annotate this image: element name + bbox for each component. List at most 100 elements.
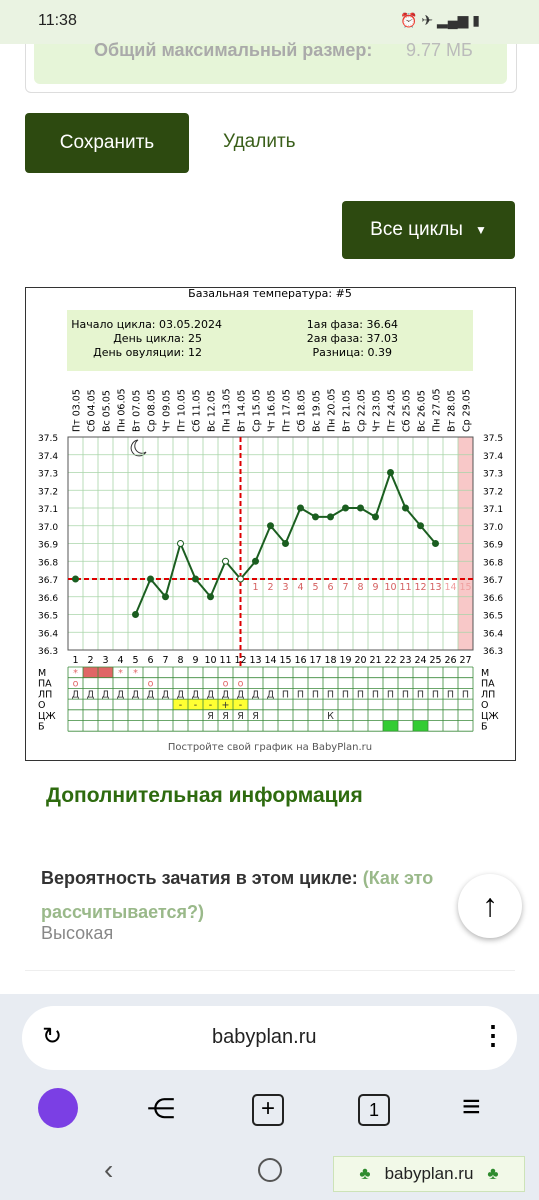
day-number: 12	[234, 655, 246, 666]
post-ovulation-day: 1	[252, 582, 258, 593]
new-tab[interactable]: +	[252, 1094, 284, 1126]
row-cell: -	[194, 700, 197, 711]
y-tick-label-right: 37.0	[483, 523, 503, 533]
y-tick-label-right: 36.5	[483, 612, 503, 622]
upload-label: Общий максимальный размер:	[94, 40, 373, 60]
row-label: О	[38, 700, 45, 711]
day-number: 15	[279, 655, 291, 666]
how-link[interactable]: (Как это рассчитывается?)	[41, 868, 434, 922]
post-ovulation-day: 7	[342, 582, 348, 593]
row-label: М	[38, 668, 46, 679]
post-ovulation-day: 14	[444, 582, 456, 593]
chart-title: Базальная температура: #5	[188, 287, 352, 300]
tabs[interactable]: 1	[358, 1094, 390, 1126]
y-tick-label-right: 36.9	[483, 541, 503, 551]
date-label: Пт 03.05	[72, 389, 83, 432]
y-tick-label-right: 36.3	[483, 647, 503, 657]
date-label: Пн 20.05	[327, 388, 338, 432]
temperature-point	[402, 504, 409, 512]
temperature-point	[432, 540, 439, 547]
post-ovulation-day: 11	[399, 582, 411, 593]
row-cell: Д	[147, 689, 154, 700]
nav-home[interactable]	[258, 1158, 282, 1182]
date-label: Вт 14.05	[237, 390, 248, 432]
row-cell: П	[342, 689, 349, 700]
day-number: 14	[264, 655, 276, 666]
row-fill	[218, 699, 233, 710]
day-number: 25	[429, 655, 441, 666]
date-label: Вс 05.05	[102, 390, 113, 432]
date-label: Ср 15.05	[252, 389, 263, 432]
temperature-point	[282, 540, 289, 547]
row-cell: Д	[267, 689, 274, 700]
hamburger[interactable]: ≡	[462, 1088, 481, 1124]
y-tick-label: 37.4	[38, 452, 58, 462]
row-cell: Д	[222, 689, 229, 700]
upload-inner	[34, 44, 507, 84]
url: babyplan.ru	[212, 1026, 317, 1048]
reload[interactable]: ↻	[42, 1023, 63, 1050]
row-label-right: ЛП	[481, 689, 495, 700]
delete-button[interactable]: Удалить	[223, 131, 296, 152]
post-ovulation-day: 9	[372, 582, 378, 593]
temperature-point	[162, 593, 169, 601]
row-cell: К	[327, 711, 334, 722]
date-label: Вт 21.05	[342, 390, 353, 432]
day-number: 19	[339, 655, 351, 666]
share[interactable]: ⋲	[147, 1093, 175, 1124]
day-number: 27	[459, 655, 471, 666]
day-number: 17	[309, 655, 321, 666]
menu[interactable]: ⋮	[480, 1020, 506, 1050]
date-label: Пн 13.05	[222, 388, 233, 432]
nav-back[interactable]: ‹	[104, 1154, 114, 1185]
temperature-point	[147, 575, 154, 583]
clover: ♣	[487, 1164, 499, 1183]
date-label: Ср 22.05	[357, 389, 368, 432]
row-cell: Д	[177, 689, 184, 700]
row-label-right: О	[481, 700, 488, 711]
all-cycles-label: Все циклы	[370, 219, 463, 240]
row-cell: Я	[252, 711, 259, 722]
answer: Высокая	[41, 923, 114, 943]
info-cycle-day: День цикла: 25	[113, 332, 202, 345]
plot-border	[67, 436, 474, 651]
temperature-point	[222, 557, 229, 565]
day-number: 8	[177, 655, 183, 666]
caret: ▼	[474, 223, 487, 237]
y-tick-label-right: 37.5	[483, 434, 503, 444]
temperature-point	[252, 557, 259, 565]
question: Вероятность зачатия в этом цикле:	[41, 868, 358, 888]
url-field[interactable]: ↻ babyplan.ru ⋮	[22, 1006, 517, 1070]
save-button[interactable]: Сохранить	[25, 113, 189, 173]
day-number: 5	[132, 655, 138, 666]
row-cell: *	[118, 668, 123, 679]
row-cell: П	[447, 689, 454, 700]
temperature-point	[327, 513, 334, 521]
day-number: 3	[102, 655, 108, 666]
browser-bar: ↻ babyplan.ru ⋮ ⋲ + 1 ≡ ‹ ♣ babyplan.ru ♣	[0, 994, 539, 1200]
row-cell: Д	[207, 689, 214, 700]
row-cell: -	[239, 700, 242, 711]
date-label: Пт 24.05	[387, 389, 398, 432]
row-cell: -	[179, 700, 182, 711]
alice[interactable]	[38, 1088, 78, 1128]
date-label: Чт 16.05	[267, 390, 278, 432]
day-number: 10	[204, 655, 216, 666]
time: 11:38	[38, 12, 77, 29]
y-tick-label-right: 36.7	[483, 576, 503, 586]
row-fill	[383, 720, 398, 732]
info-difference: Разница: 0.39	[313, 346, 393, 359]
info-box	[67, 310, 473, 371]
row-cell: П	[327, 689, 334, 700]
row-cell: Д	[162, 689, 169, 700]
row-cell: Д	[72, 689, 79, 700]
row-fill	[83, 667, 98, 678]
day-number: 2	[87, 655, 93, 666]
temperature-point	[417, 522, 424, 530]
scroll-top[interactable]: ↑	[458, 874, 522, 938]
row-fill	[233, 699, 248, 710]
temperature-point	[267, 522, 274, 530]
info-card: Вероятность зачатия в этом цикле: (Как э…	[25, 845, 515, 971]
all-cycles-button[interactable]: Все циклы ▼	[342, 201, 515, 259]
